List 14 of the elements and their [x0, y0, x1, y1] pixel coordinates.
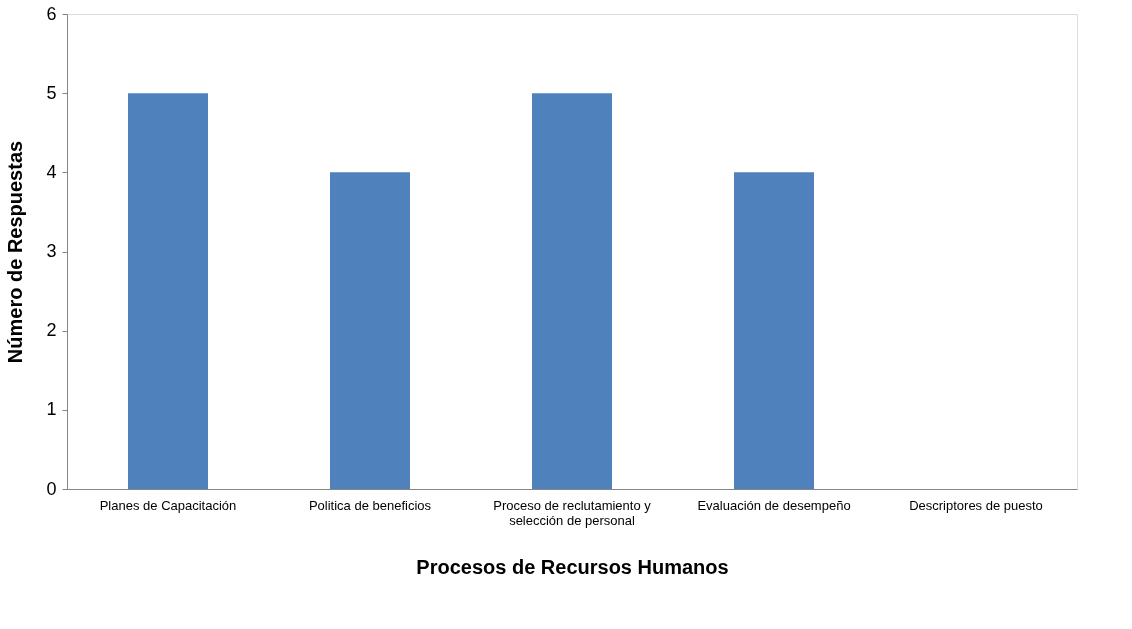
x-tick-label: Politica de beneficios — [308, 497, 432, 513]
y-tick-label: 6 — [46, 3, 57, 24]
y-tick-label: 2 — [46, 320, 57, 341]
y-tick-label: 1 — [46, 399, 57, 420]
y-tick-label: 5 — [46, 82, 57, 103]
y-axis-title: Número de Respuestas — [4, 140, 27, 364]
x-axis-title: Procesos de Recursos Humanos — [416, 555, 729, 578]
y-tick-label: 4 — [46, 161, 57, 182]
x-tick-label: Planes de Capacitación — [99, 497, 237, 513]
x-tick-label: Descriptores de puesto — [909, 497, 1043, 513]
x-tick-label: Proceso de reclutamiento y selección de personal — [493, 497, 652, 528]
x-tick-label: Evaluación de desempeño — [697, 497, 851, 513]
y-tick-label: 0 — [46, 478, 57, 499]
y-tick-label: 3 — [46, 241, 57, 261]
